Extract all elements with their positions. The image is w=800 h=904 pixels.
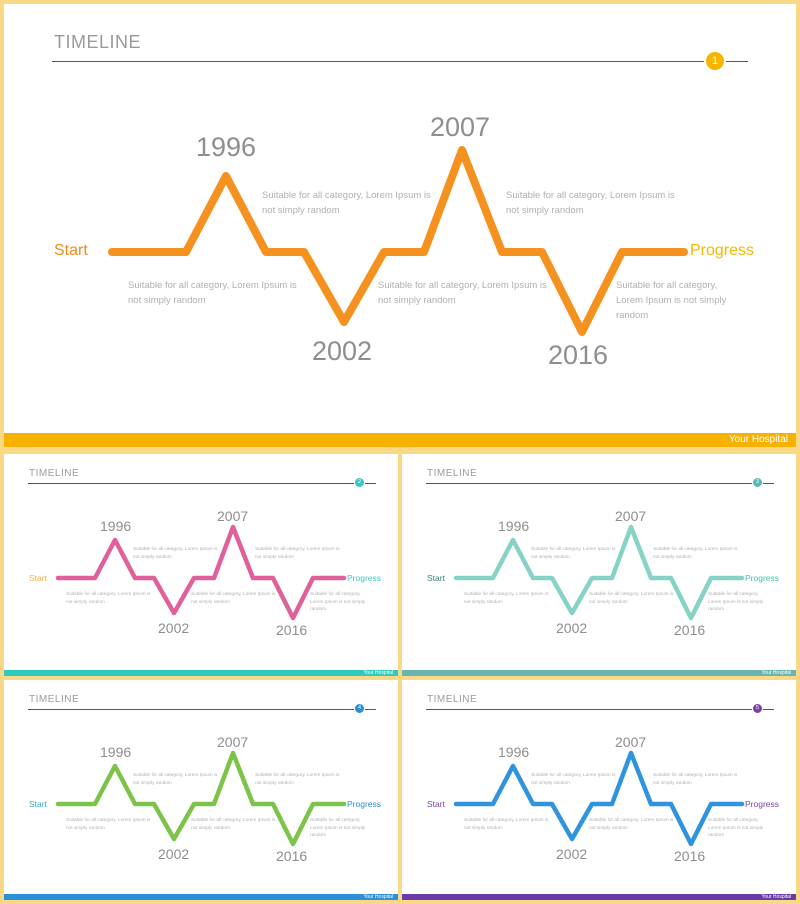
- footer-bar: Your Hospital: [4, 433, 796, 447]
- description-text: Suitable for all category, Lorem Ipsum i…: [589, 592, 674, 605]
- description-text: Suitable for all category, Lorem Ipsum i…: [255, 547, 340, 560]
- slide-title: TIMELINE: [427, 468, 478, 479]
- title-underline-end: [365, 708, 376, 710]
- description-text: Suitable for all category, Lorem Ipsum i…: [262, 190, 431, 216]
- slide-2[interactable]: TIMELINE 2 Start Progress 1996 2002 2007 2016 Su…: [4, 454, 398, 676]
- year-label-2002: 2002: [556, 620, 588, 636]
- title-underline: [426, 708, 752, 710]
- slide-1[interactable]: TIMELINE 1 Start Progress 1996 2002 2007 2016 Su…: [4, 4, 796, 447]
- description-text: Suitable for all category, Lorem Ipsum i…: [66, 818, 151, 831]
- description-text: Suitable for all category, Lorem Ipsum i…: [191, 818, 276, 831]
- timeline-graphic: [55, 750, 347, 847]
- year-label-2007: 2007: [217, 508, 249, 524]
- slide-4[interactable]: TIMELINE 4 Start Progress 1996 2002 2007 2016 Su…: [4, 680, 398, 900]
- description-text: Suitable for all category, Lorem Ipsum i…: [708, 818, 764, 838]
- year-label-1996: 1996: [498, 744, 530, 760]
- progress-label: Progress: [347, 799, 382, 809]
- timeline-zigzag-line: [108, 146, 688, 336]
- year-label-2002: 2002: [158, 846, 190, 862]
- description-text: Suitable for all category, Lorem Ipsum i…: [128, 280, 297, 306]
- footer-bar: Your Hospital: [402, 670, 796, 676]
- timeline-graphic: [108, 146, 688, 336]
- title-underline-end: [365, 482, 376, 484]
- slide-title: TIMELINE: [427, 694, 478, 705]
- year-label-2016: 2016: [548, 340, 609, 370]
- page-number-badge: 1: [706, 52, 724, 70]
- description-text: Suitable for all category, Lorem Ipsum i…: [133, 773, 218, 786]
- year-label-2016: 2016: [276, 622, 308, 638]
- timeline-zigzag-line: [55, 524, 347, 621]
- description-text: Suitable for all category, Lorem Ipsum i…: [506, 190, 675, 216]
- description-text: Suitable for all category, Lorem Ipsum i…: [310, 818, 366, 838]
- start-label: Start: [427, 573, 445, 583]
- description-text: Suitable for all category, Lorem Ipsum i…: [310, 592, 366, 612]
- title-underline: [28, 482, 354, 484]
- slide-5[interactable]: TIMELINE 5 Start Progress 1996 2002 2007 2016 Su…: [402, 680, 796, 900]
- title-underline-end: [726, 61, 748, 62]
- year-label-2007: 2007: [430, 112, 491, 142]
- year-label-1996: 1996: [196, 132, 257, 162]
- timeline-graphic: [453, 524, 745, 621]
- description-text: Suitable for all category, Lorem Ipsum i…: [531, 547, 616, 560]
- year-label-1996: 1996: [100, 744, 132, 760]
- page-number-badge: 5: [753, 704, 762, 713]
- footer-bar: Your Hospital: [4, 894, 398, 900]
- start-label: Start: [29, 799, 47, 809]
- timeline-zigzag-line: [453, 524, 745, 621]
- start-label: Start: [427, 799, 445, 809]
- year-label-2002: 2002: [312, 336, 373, 366]
- description-text: Suitable for all category, Lorem Ipsum i…: [66, 592, 151, 605]
- year-label-2007: 2007: [615, 508, 647, 524]
- description-text: Suitable for all category, Lorem Ipsum i…: [464, 592, 549, 605]
- description-text: Suitable for all category, Lorem Ipsum i…: [531, 773, 616, 786]
- slide-title: TIMELINE: [54, 32, 142, 52]
- description-text: Suitable for all category, Lorem Ipsum i…: [589, 818, 674, 831]
- description-text: Suitable for all category, Lorem Ipsum i…: [653, 773, 738, 786]
- footer-bar: Your Hospital: [402, 894, 796, 900]
- slide-title: TIMELINE: [29, 694, 80, 705]
- year-label-2016: 2016: [276, 848, 308, 864]
- slide-3[interactable]: TIMELINE 3 Start Progress 1996 2002 2007 2016 Su…: [402, 454, 796, 676]
- title-underline: [52, 61, 704, 62]
- start-label: Start: [54, 242, 88, 259]
- title-underline: [28, 708, 354, 710]
- description-text: Suitable for all category, Lorem Ipsum i…: [378, 280, 547, 306]
- year-label-2016: 2016: [674, 848, 706, 864]
- timeline-graphic: [453, 750, 745, 847]
- description-text: Suitable for all category, Lorem Ipsum i…: [616, 280, 727, 321]
- title-underline-end: [763, 708, 774, 710]
- title-underline: [426, 482, 752, 484]
- start-label: Start: [29, 573, 47, 583]
- year-label-2002: 2002: [556, 846, 588, 862]
- timeline-zigzag-line: [55, 750, 347, 847]
- description-text: Suitable for all category, Lorem Ipsum i…: [653, 547, 738, 560]
- footer-bar: Your Hospital: [4, 670, 398, 676]
- year-label-1996: 1996: [100, 518, 132, 534]
- year-label-2007: 2007: [217, 734, 249, 750]
- page-number-badge: 3: [753, 478, 762, 487]
- description-text: Suitable for all category, Lorem Ipsum i…: [191, 592, 276, 605]
- timeline-zigzag-line: [453, 750, 745, 847]
- progress-label: Progress: [690, 242, 755, 259]
- progress-label: Progress: [745, 573, 780, 583]
- slide-title: TIMELINE: [29, 468, 80, 479]
- year-label-1996: 1996: [498, 518, 530, 534]
- page-number-badge: 2: [355, 478, 364, 487]
- description-text: Suitable for all category, Lorem Ipsum i…: [255, 773, 340, 786]
- progress-label: Progress: [745, 799, 780, 809]
- page-number-badge: 4: [355, 704, 364, 713]
- description-text: Suitable for all category, Lorem Ipsum i…: [464, 818, 549, 831]
- title-underline-end: [763, 482, 774, 484]
- year-label-2007: 2007: [615, 734, 647, 750]
- year-label-2002: 2002: [158, 620, 190, 636]
- progress-label: Progress: [347, 573, 382, 583]
- description-text: Suitable for all category, Lorem Ipsum i…: [708, 592, 764, 612]
- timeline-graphic: [55, 524, 347, 621]
- year-label-2016: 2016: [674, 622, 706, 638]
- description-text: Suitable for all category, Lorem Ipsum i…: [133, 547, 218, 560]
